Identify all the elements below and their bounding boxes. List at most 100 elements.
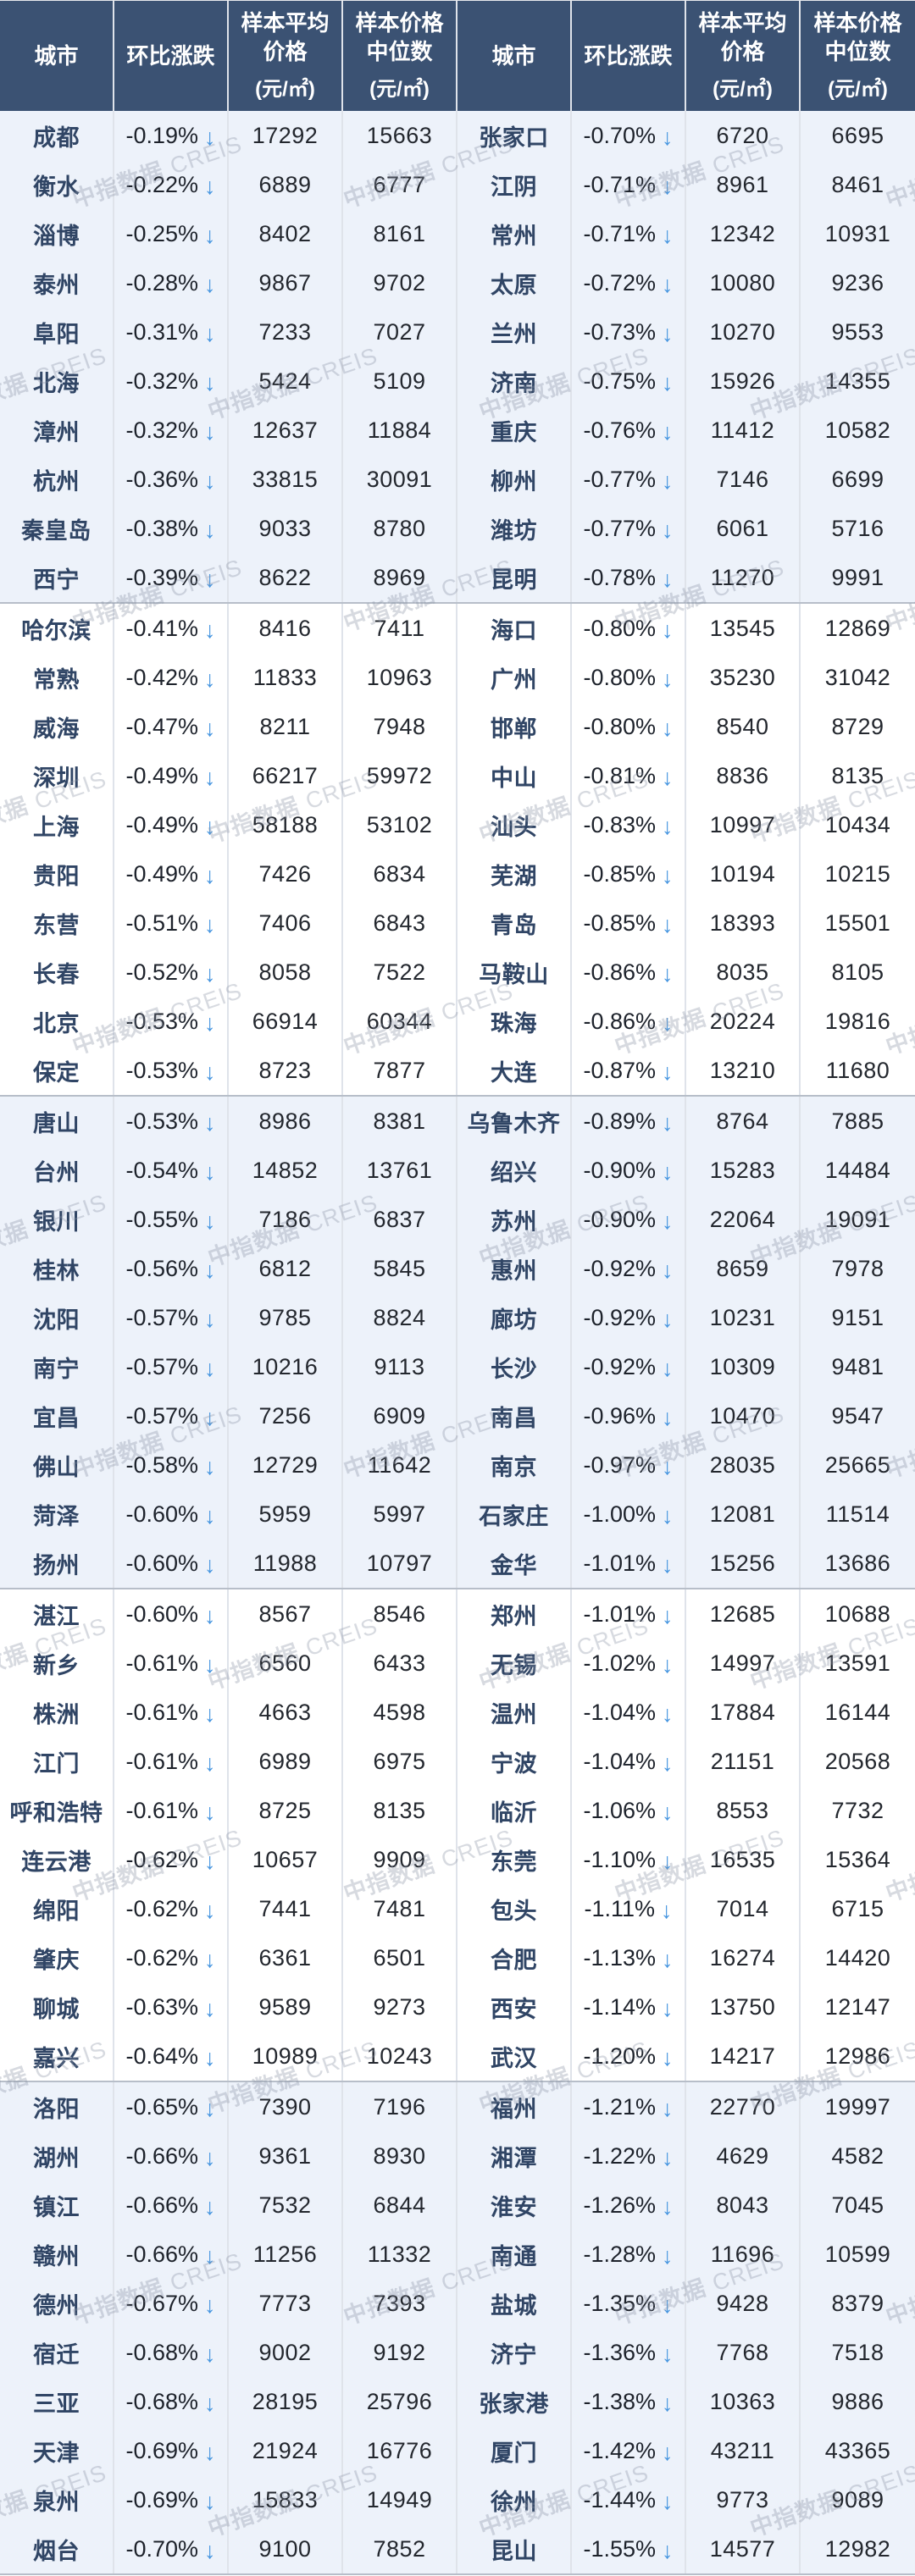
median-price-cell-value: 5845 bbox=[373, 1256, 425, 1282]
change-value: -0.51% bbox=[125, 910, 198, 937]
median-price-cell: 31042 bbox=[801, 653, 915, 702]
change-value: -1.28% bbox=[583, 2242, 656, 2268]
change-cell: -0.55%↓ bbox=[114, 1195, 229, 1244]
median-price-cell: 8135 bbox=[801, 751, 915, 800]
avg-price-cell: 7773 bbox=[229, 2279, 343, 2328]
change-cell: -1.55%↓ bbox=[572, 2524, 686, 2573]
median-price-cell-value: 7045 bbox=[831, 2192, 884, 2219]
city-cell-value: 镇江 bbox=[33, 2189, 80, 2222]
city-cell-value: 苏州 bbox=[491, 1203, 537, 1236]
median-price-cell-value: 59972 bbox=[367, 763, 433, 789]
avg-price-cell: 8725 bbox=[229, 1786, 343, 1835]
median-price-cell: 11680 bbox=[801, 1046, 915, 1095]
city-cell: 济南 bbox=[458, 357, 572, 406]
median-price-cell: 8379 bbox=[801, 2279, 915, 2328]
city-cell: 常熟 bbox=[0, 653, 114, 702]
down-arrow-icon: ↓ bbox=[204, 1405, 216, 1431]
median-price-cell: 9553 bbox=[801, 307, 915, 357]
change-value: -1.04% bbox=[583, 1700, 656, 1726]
median-price-cell: 9192 bbox=[343, 2328, 458, 2377]
median-price-cell-value: 31042 bbox=[825, 665, 891, 691]
city-cell: 德州 bbox=[0, 2279, 114, 2328]
city-cell: 济宁 bbox=[458, 2328, 572, 2377]
avg-price-cell: 11412 bbox=[686, 406, 801, 455]
city-cell: 绍兴 bbox=[458, 1146, 572, 1195]
change-value: -0.60% bbox=[125, 1551, 198, 1577]
median-price-cell: 11642 bbox=[343, 1440, 458, 1490]
down-arrow-icon: ↓ bbox=[204, 2440, 216, 2466]
down-arrow-icon: ↓ bbox=[204, 1454, 216, 1480]
avg-price-cell-value: 9785 bbox=[258, 1305, 311, 1331]
median-price-cell-value: 30091 bbox=[367, 467, 433, 493]
median-price-cell-value: 12869 bbox=[825, 616, 891, 642]
change-cell: -0.56%↓ bbox=[114, 1244, 229, 1293]
city-cell-value: 邯郸 bbox=[491, 710, 537, 744]
down-arrow-icon: ↓ bbox=[662, 2292, 674, 2319]
avg-price-cell: 8035 bbox=[686, 948, 801, 997]
city-cell-value: 洛阳 bbox=[33, 2091, 80, 2124]
down-arrow-icon: ↓ bbox=[204, 1307, 216, 1333]
city-cell-value: 深圳 bbox=[33, 760, 80, 793]
down-arrow-icon: ↓ bbox=[204, 1996, 216, 2022]
avg-price-cell: 8553 bbox=[686, 1786, 801, 1835]
change-cell: -0.51%↓ bbox=[114, 898, 229, 948]
avg-price-cell-value: 7014 bbox=[716, 1896, 768, 1922]
median-price-cell-value: 8780 bbox=[373, 516, 425, 542]
change-value: -0.90% bbox=[583, 1158, 656, 1184]
change-value: -0.66% bbox=[125, 2242, 198, 2268]
avg-price-cell-value: 5424 bbox=[258, 368, 311, 395]
median-price-cell: 9151 bbox=[801, 1293, 915, 1342]
median-price-cell-value: 12982 bbox=[825, 2536, 891, 2562]
median-price-cell: 15501 bbox=[801, 898, 915, 948]
avg-price-cell: 7768 bbox=[686, 2328, 801, 2377]
change-value: -0.72% bbox=[583, 270, 656, 296]
change-cell: -0.57%↓ bbox=[114, 1391, 229, 1440]
change-value: -0.92% bbox=[583, 1305, 656, 1331]
avg-price-cell: 11988 bbox=[229, 1539, 343, 1588]
avg-price-cell-value: 15256 bbox=[710, 1551, 776, 1577]
change-cell: -1.36%↓ bbox=[572, 2328, 686, 2377]
change-value: -0.57% bbox=[125, 1305, 198, 1331]
change-value: -0.22% bbox=[125, 172, 198, 198]
down-arrow-icon: ↓ bbox=[662, 1159, 674, 1186]
change-value: -0.62% bbox=[125, 1945, 198, 1971]
avg-price-cell-value: 9100 bbox=[258, 2536, 311, 2562]
median-price-cell: 7027 bbox=[343, 307, 458, 357]
median-price-cell: 7411 bbox=[343, 604, 458, 653]
city-cell: 呼和浩特 bbox=[0, 1786, 114, 1835]
city-cell: 沈阳 bbox=[0, 1293, 114, 1342]
avg-price-cell-value: 12729 bbox=[252, 1452, 319, 1479]
city-cell: 海口 bbox=[458, 604, 572, 653]
avg-price-cell-value: 11833 bbox=[253, 665, 318, 691]
city-cell: 哈尔滨 bbox=[0, 604, 114, 653]
change-value: -1.38% bbox=[583, 2389, 656, 2415]
city-cell: 徐州 bbox=[458, 2475, 572, 2524]
avg-price-cell: 10309 bbox=[686, 1342, 801, 1391]
change-value: -1.20% bbox=[583, 2043, 656, 2070]
avg-price-cell-value: 4663 bbox=[258, 1700, 311, 1726]
down-arrow-icon: ↓ bbox=[662, 468, 674, 495]
city-cell: 扬州 bbox=[0, 1539, 114, 1588]
median-price-cell-value: 6501 bbox=[373, 1945, 425, 1971]
avg-price-cell: 10270 bbox=[686, 307, 801, 357]
median-price-cell: 6433 bbox=[343, 1639, 458, 1688]
median-price-cell: 8824 bbox=[343, 1293, 458, 1342]
city-cell: 上海 bbox=[0, 800, 114, 849]
avg-price-cell-value: 9033 bbox=[258, 516, 311, 542]
city-cell-value: 昆明 bbox=[491, 561, 537, 594]
city-cell: 东莞 bbox=[458, 1835, 572, 1884]
avg-price-cell: 16274 bbox=[686, 1933, 801, 1982]
change-value: -0.60% bbox=[125, 1501, 198, 1528]
median-price-cell: 9886 bbox=[801, 2377, 915, 2426]
avg-price-cell-value: 66217 bbox=[252, 763, 319, 789]
avg-price-cell-value: 14217 bbox=[710, 2043, 776, 2070]
city-cell: 大连 bbox=[458, 1046, 572, 1095]
